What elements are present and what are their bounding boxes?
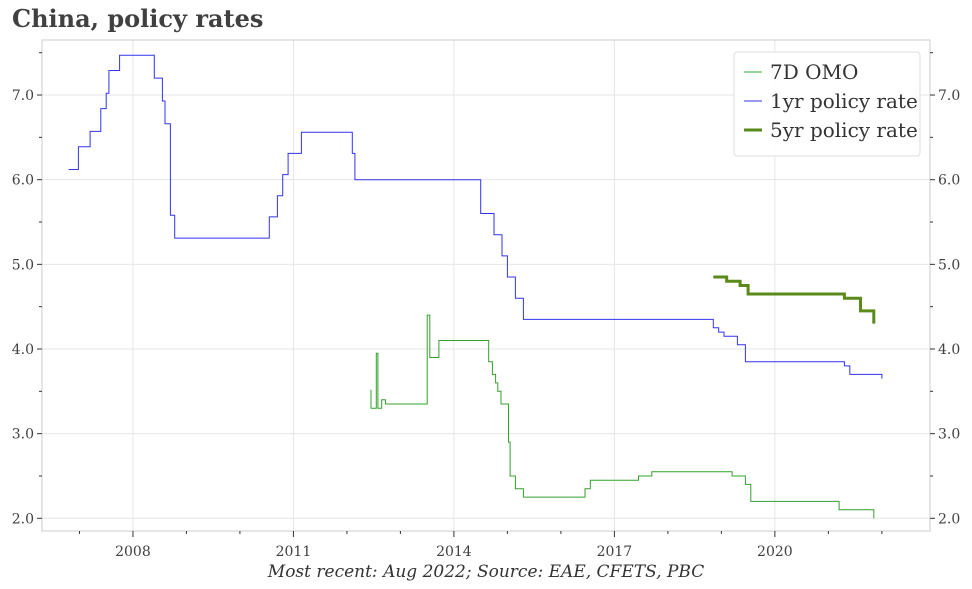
legend-label-7d-omo: 7D OMO — [770, 60, 858, 84]
x-tick-label: 2020 — [757, 544, 793, 560]
y-tick-label-left: 4.0 — [12, 342, 34, 358]
series-line-1yr-policy-rate — [68, 54, 883, 379]
x-tick-label: 2011 — [276, 544, 312, 560]
chart-title: China, policy rates — [12, 4, 264, 33]
source-footnote: Most recent: Aug 2022; Source: EAE, CFET… — [267, 562, 705, 582]
legend-box — [733, 51, 921, 157]
y-tick-label-left: 7.0 — [12, 88, 34, 104]
y-tick-label-right: 2.0 — [938, 511, 960, 527]
series-line-7d-omo — [370, 314, 875, 519]
plot-frame — [41, 39, 931, 532]
y-tick-label-right: 5.0 — [938, 257, 960, 273]
y-tick-label-right: 3.0 — [938, 427, 960, 443]
legend: 7D OMO 1yr policy rate 5yr policy rate — [733, 51, 921, 157]
y-tick-label-left: 5.0 — [12, 257, 34, 273]
grid — [42, 40, 930, 531]
y-tick-label-right: 6.0 — [938, 173, 960, 189]
y-tick-label-left: 2.0 — [12, 511, 34, 527]
series-line-5yr-policy-rate — [713, 275, 876, 324]
legend-label-5yr-policy-rate: 5yr policy rate — [770, 118, 918, 142]
y-tick-label-left: 6.0 — [12, 173, 34, 189]
y-tick-label-left: 3.0 — [12, 427, 34, 443]
y-tick-label-right: 7.0 — [938, 88, 960, 104]
y-tick-label-right: 4.0 — [938, 342, 960, 358]
x-tick-label: 2008 — [115, 544, 151, 560]
legend-label-1yr-policy-rate: 1yr policy rate — [770, 89, 918, 113]
axes: 2.0 2.0 3.0 3.0 4.0 4.0 5.0 5.0 6.0 6.0 7.0 7.0 2008… — [12, 39, 960, 560]
x-tick-label: 2017 — [597, 544, 633, 560]
x-tick-label: 2014 — [436, 544, 472, 560]
series-layer — [68, 54, 883, 519]
